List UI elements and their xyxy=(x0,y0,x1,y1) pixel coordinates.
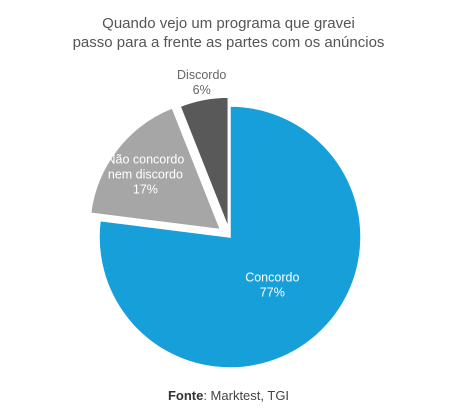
pie-slice-2 xyxy=(89,106,222,231)
slice-value-label: 77% xyxy=(260,286,285,300)
pie-slice-label-1: Concordo 77% xyxy=(245,271,299,300)
source-text: : Marktest, TGI xyxy=(203,388,290,403)
slice-category-label: Não concordo xyxy=(106,152,184,166)
slice-value-label: 6% xyxy=(193,83,211,97)
chart-title: Quando vejo um programa que gravei passo… xyxy=(0,14,457,52)
chart-title-line-1: Quando vejo um programa que gravei xyxy=(102,15,355,32)
chart-title-line-2: passo para a frente as partes com os anú… xyxy=(72,34,385,51)
pie-slice-label-2: Não concordo nem discordo 17% xyxy=(106,152,184,196)
pie-slice-1 xyxy=(98,105,362,369)
slice-value-label: 17% xyxy=(133,182,158,196)
source-note: Fonte: Marktest, TGI xyxy=(0,388,457,403)
slice-category-label: nem discordo xyxy=(108,167,183,181)
slice-category-label: Discordo xyxy=(177,68,226,82)
source-label: Fonte xyxy=(167,388,204,403)
slice-category-label: Concordo xyxy=(245,271,299,285)
pie-slice-label-3: Discordo 6% xyxy=(177,68,226,97)
pie-slice-3 xyxy=(179,96,230,229)
